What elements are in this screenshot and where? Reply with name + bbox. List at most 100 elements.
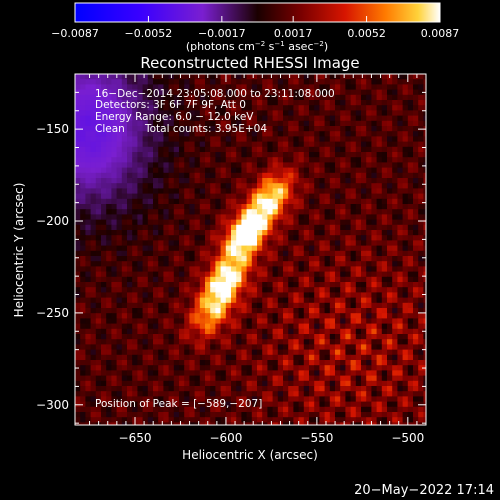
heatmap-cell bbox=[288, 334, 294, 340]
heatmap-cell bbox=[111, 224, 118, 231]
heatmap-cell bbox=[283, 276, 289, 283]
heatmap-cell bbox=[392, 375, 398, 382]
heatmap-cell bbox=[199, 89, 206, 96]
heatmap-cell bbox=[262, 224, 268, 231]
heatmap-cell bbox=[184, 287, 190, 293]
heatmap-cell bbox=[95, 339, 102, 345]
heatmap-cell bbox=[215, 250, 222, 257]
heatmap-cell bbox=[189, 313, 196, 319]
heatmap-cell bbox=[293, 214, 300, 221]
heatmap-cell bbox=[90, 271, 97, 278]
heatmap-cell bbox=[80, 89, 86, 96]
heatmap-cell bbox=[75, 271, 81, 278]
heatmap-cell bbox=[303, 188, 310, 195]
heatmap-cell bbox=[210, 282, 216, 288]
heatmap-cell bbox=[371, 172, 378, 179]
heatmap-cell bbox=[413, 318, 419, 325]
heatmap-cell bbox=[116, 349, 123, 356]
heatmap-cell bbox=[423, 318, 426, 325]
heatmap-cell bbox=[251, 302, 258, 309]
heatmap-cell bbox=[376, 386, 383, 392]
heatmap-cell bbox=[257, 105, 263, 111]
heatmap-cell bbox=[288, 323, 294, 330]
heatmap-cell bbox=[423, 396, 426, 403]
heatmap-cell bbox=[163, 157, 170, 163]
heatmap-cell bbox=[277, 167, 284, 174]
heatmap-cell bbox=[163, 214, 170, 221]
heatmap-cell bbox=[335, 136, 341, 143]
heatmap-cell bbox=[277, 141, 284, 148]
heatmap-cell bbox=[220, 219, 227, 226]
heatmap-cell bbox=[225, 349, 232, 356]
heatmap-cell bbox=[189, 417, 196, 423]
heatmap-cell bbox=[350, 417, 357, 423]
heatmap-cell bbox=[163, 167, 170, 174]
heatmap-cell bbox=[345, 172, 352, 179]
heatmap-cell bbox=[132, 230, 138, 236]
heatmap-cell bbox=[179, 417, 185, 423]
heatmap-cell bbox=[335, 386, 341, 392]
heatmap-cell bbox=[335, 131, 341, 137]
heatmap-cell bbox=[116, 318, 123, 325]
heatmap-cell bbox=[366, 162, 372, 169]
heatmap-cell bbox=[376, 334, 383, 340]
heatmap-cell bbox=[402, 214, 409, 221]
heatmap-cell bbox=[80, 334, 86, 340]
heatmap-cell bbox=[366, 105, 372, 111]
heatmap-cell bbox=[75, 370, 81, 377]
heatmap-cell bbox=[90, 152, 97, 158]
heatmap-cell bbox=[262, 297, 268, 304]
heatmap-cell bbox=[298, 136, 305, 143]
heatmap-cell bbox=[329, 74, 336, 80]
heatmap-cell bbox=[283, 167, 289, 174]
heatmap-cell bbox=[158, 302, 164, 309]
heatmap-cell bbox=[392, 105, 398, 111]
heatmap-cell bbox=[402, 313, 409, 319]
heatmap-cell bbox=[142, 339, 149, 345]
heatmap-cell bbox=[106, 282, 112, 288]
heatmap-cell bbox=[418, 235, 424, 241]
heatmap-cell bbox=[324, 84, 331, 91]
heatmap-cell bbox=[246, 167, 253, 174]
heatmap-cell bbox=[262, 115, 268, 122]
heatmap-cell bbox=[215, 146, 222, 153]
heatmap-cell bbox=[236, 339, 242, 345]
heatmap-cell bbox=[90, 308, 97, 314]
heatmap-cell bbox=[85, 386, 92, 392]
heatmap-cell bbox=[361, 105, 367, 111]
heatmap-cell bbox=[309, 198, 315, 205]
heatmap-cell bbox=[376, 115, 383, 122]
heatmap-cell bbox=[262, 313, 268, 319]
heatmap-cell bbox=[220, 323, 227, 330]
heatmap-cell bbox=[173, 354, 180, 361]
heatmap-cell bbox=[407, 240, 414, 247]
heatmap-cell bbox=[246, 183, 253, 189]
heatmap-cell bbox=[111, 391, 118, 397]
heatmap-cell bbox=[298, 209, 305, 215]
heatmap-cell bbox=[309, 230, 315, 236]
heatmap-cell bbox=[319, 136, 326, 143]
heatmap-cell bbox=[142, 74, 149, 80]
heatmap-cell bbox=[163, 271, 170, 278]
heatmap-cell bbox=[116, 375, 123, 382]
heatmap-cell bbox=[199, 339, 206, 345]
heatmap-cell bbox=[90, 318, 97, 325]
heatmap-cell bbox=[90, 235, 97, 241]
heatmap-cell bbox=[121, 276, 128, 283]
heatmap-cell bbox=[329, 401, 336, 408]
heatmap-cell bbox=[246, 396, 253, 403]
heatmap-cell bbox=[184, 406, 190, 413]
heatmap-cell bbox=[158, 417, 164, 423]
heatmap-cell bbox=[163, 183, 170, 189]
heatmap-cell bbox=[163, 380, 170, 387]
heatmap-cell bbox=[75, 136, 81, 143]
heatmap-cell bbox=[329, 136, 336, 143]
heatmap-cell bbox=[366, 271, 372, 278]
heatmap-cell bbox=[184, 120, 190, 127]
heatmap-cell bbox=[267, 110, 274, 117]
heatmap-cell bbox=[236, 152, 242, 158]
heatmap-cell bbox=[189, 406, 196, 413]
heatmap-cell bbox=[90, 386, 97, 392]
heatmap-cell bbox=[376, 282, 383, 288]
heatmap-cell bbox=[184, 271, 190, 278]
